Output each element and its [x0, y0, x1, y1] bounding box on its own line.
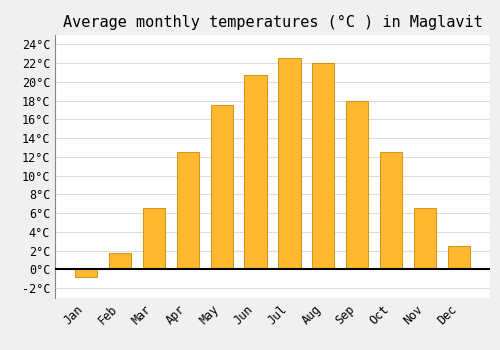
Bar: [176, 152, 199, 270]
Bar: [75, 270, 97, 277]
Bar: [244, 75, 266, 270]
Title: Average monthly temperatures (°C ) in Maglavit: Average monthly temperatures (°C ) in Ma…: [62, 15, 482, 30]
Bar: [278, 58, 300, 270]
Bar: [414, 209, 436, 270]
Bar: [346, 101, 368, 270]
Bar: [210, 105, 233, 270]
Bar: [380, 152, 402, 270]
Bar: [142, 209, 165, 270]
Bar: [312, 63, 334, 270]
Bar: [448, 246, 470, 270]
Bar: [108, 252, 131, 270]
